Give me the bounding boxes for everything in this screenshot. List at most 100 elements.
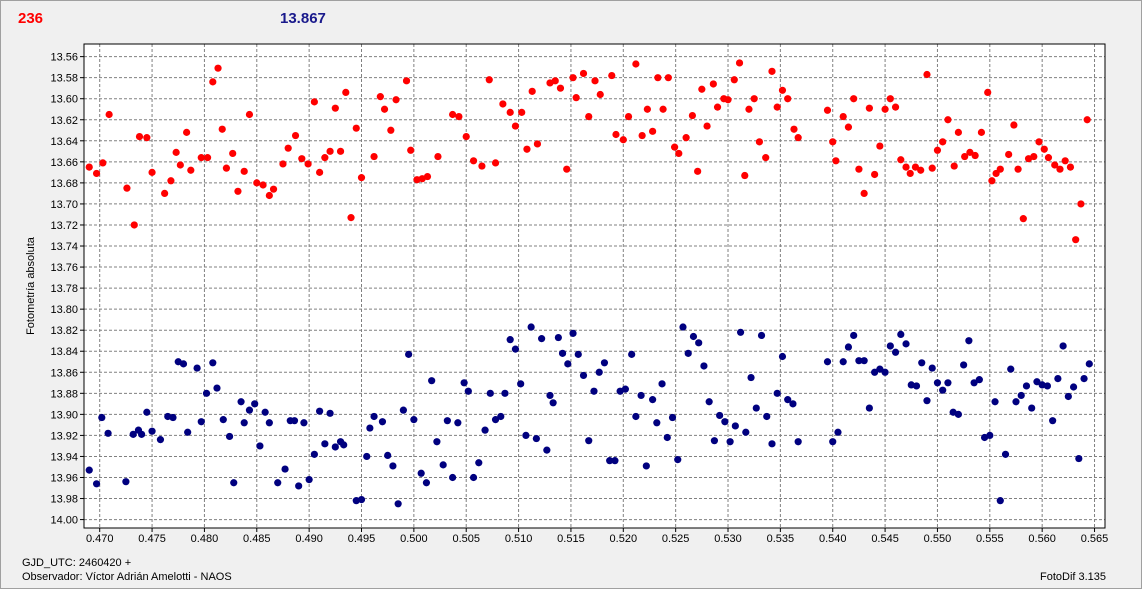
blue-data-point (340, 441, 348, 449)
red-data-point (551, 77, 559, 85)
blue-data-point (1059, 342, 1067, 350)
blue-data-point (366, 424, 374, 432)
red-data-point (643, 105, 651, 113)
red-data-point (844, 123, 853, 131)
blue-data-point (433, 438, 441, 446)
blue-data-point (1017, 391, 1025, 400)
red-data-point (823, 106, 832, 114)
red-data-point (352, 124, 360, 132)
red-data-point (376, 93, 384, 101)
blue-data-point (522, 431, 530, 440)
blue-data-point (960, 361, 968, 369)
blue-data-point (606, 457, 614, 465)
red-data-point (234, 187, 242, 195)
red-data-point (1014, 165, 1022, 173)
red-data-point (773, 103, 781, 111)
blue-data-point (752, 404, 760, 412)
red-data-point (1051, 161, 1059, 169)
red-data-point (762, 154, 770, 162)
blue-data-point (778, 352, 787, 361)
blue-data-point (663, 433, 671, 442)
red-data-point (336, 147, 345, 155)
red-data-point (750, 95, 758, 103)
red-data-point (860, 189, 868, 198)
blue-data-point (579, 371, 588, 380)
blue-data-point (410, 416, 418, 424)
red-data-point (624, 113, 633, 121)
blue-data-point (850, 331, 858, 340)
blue-data-point (558, 349, 567, 357)
blue-data-point (649, 396, 657, 404)
blue-data-point (726, 438, 734, 446)
y-tick-label: 13.78 (50, 283, 78, 295)
red-data-point (730, 76, 738, 84)
red-data-point (357, 174, 366, 182)
x-tick-label: 0.505 (452, 533, 480, 545)
blue-data-point (1069, 383, 1078, 391)
y-tick-label: 13.62 (50, 115, 78, 127)
blue-data-point (1001, 450, 1010, 458)
red-data-point (462, 132, 470, 141)
red-data-point (161, 189, 169, 198)
blue-data-point (996, 497, 1004, 505)
red-data-point (229, 149, 237, 158)
blue-data-point (143, 408, 151, 416)
blue-data-point (731, 422, 739, 430)
y-tick-label: 13.70 (50, 199, 78, 211)
blue-data-point (486, 389, 494, 397)
blue-data-point (256, 442, 264, 450)
blue-data-point (399, 406, 407, 414)
blue-data-point (668, 413, 677, 422)
blue-data-point (736, 328, 745, 336)
software-version: FotoDif 3.135 (1040, 571, 1107, 583)
blue-data-point (300, 419, 308, 427)
red-data-point (469, 157, 478, 165)
blue-data-point (628, 350, 636, 358)
blue-data-point (710, 437, 719, 445)
blue-data-point (469, 473, 478, 482)
blue-data-point (1012, 398, 1020, 406)
blue-data-point (506, 336, 514, 344)
red-data-point (478, 162, 486, 170)
blue-data-point (449, 473, 457, 482)
red-data-point (579, 69, 588, 78)
blue-data-point (1064, 392, 1072, 401)
red-data-point (591, 77, 599, 85)
data-points (85, 59, 1093, 508)
star-a-value: 236 (18, 10, 44, 27)
red-data-point (871, 170, 879, 179)
blue-data-point (829, 438, 837, 446)
blue-data-point (621, 385, 629, 393)
red-data-point (563, 165, 571, 173)
red-data-point (1083, 116, 1091, 124)
red-data-point (499, 100, 507, 108)
blue-data-point (689, 332, 698, 341)
red-data-point (619, 136, 627, 144)
blue-data-point (104, 429, 112, 437)
blue-data-point (92, 480, 101, 488)
red-data-point (688, 111, 697, 120)
red-data-point (172, 148, 180, 156)
blue-data-point (290, 417, 299, 425)
blue-data-point (897, 330, 905, 338)
red-data-point (988, 177, 996, 185)
blue-data-point (316, 407, 324, 415)
red-data-point (961, 152, 969, 161)
red-data-point (1040, 145, 1048, 153)
blue-data-point (954, 410, 962, 418)
red-data-point (485, 76, 493, 84)
blue-data-point (684, 349, 692, 357)
blue-data-point (876, 365, 884, 373)
red-data-point (703, 122, 711, 130)
red-data-point (523, 145, 531, 153)
x-tick-label: 0.545 (871, 533, 899, 545)
red-data-point (608, 71, 616, 80)
x-tick-label: 0.475 (138, 533, 166, 545)
red-data-point (855, 165, 863, 173)
grid (84, 44, 1105, 528)
y-tick-label: 13.76 (50, 262, 78, 274)
red-data-point (455, 113, 463, 121)
x-tick-label: 0.485 (243, 533, 271, 545)
red-data-point (167, 177, 175, 185)
